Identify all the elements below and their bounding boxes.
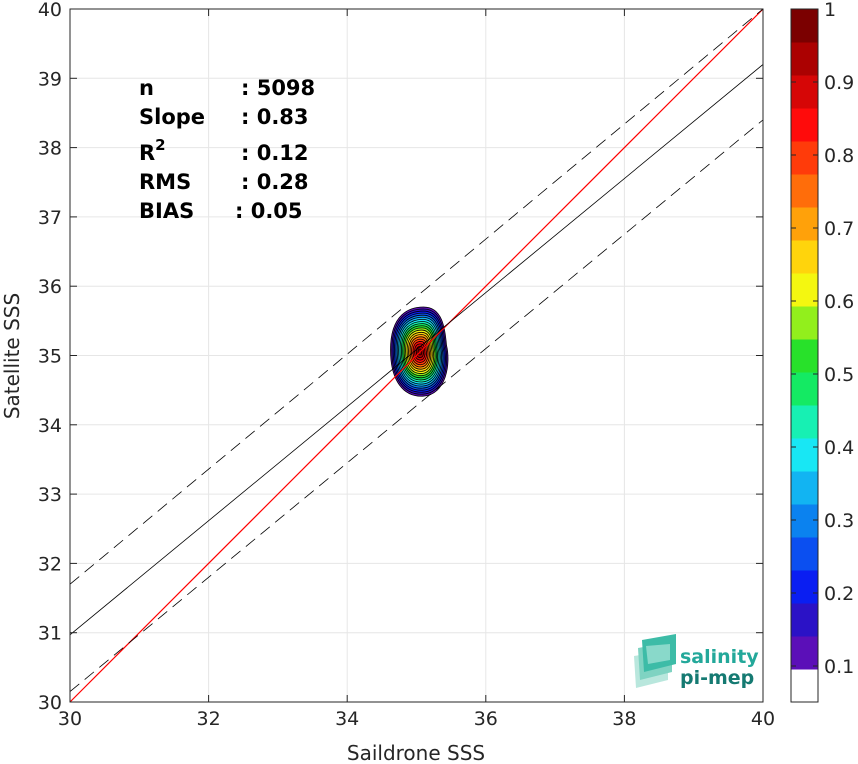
logo-text-salinity: salinity (680, 646, 759, 668)
colorbar-segment (791, 405, 818, 439)
x-tick-label: 34 (335, 708, 359, 730)
y-tick-label: 30 (38, 692, 62, 714)
x-tick-label: 30 (58, 708, 82, 730)
colorbar-segment (791, 603, 818, 637)
x-axis-ticks: 30 32 34 36 38 40 (58, 9, 775, 730)
colorbar-tick-label: 0.2 (824, 583, 854, 605)
y-tick-label: 31 (38, 623, 62, 645)
y-tick-label: 35 (38, 346, 62, 368)
stat-label: Slope (139, 105, 205, 129)
density-contours (390, 306, 449, 397)
colorbar-segment (791, 339, 818, 373)
colorbar-tick-label: 0.9 (824, 72, 854, 94)
colorbar-tick-label: 0.5 (824, 364, 854, 386)
logo-text-pimep: pi-mep (680, 667, 754, 689)
colorbar-tick-label: 1 (824, 0, 836, 21)
rms-bound-line (69, 119, 764, 692)
colorbar-tick-label: 0.3 (824, 510, 854, 532)
colorbar-segment (791, 108, 818, 142)
salinity-pimep-logo: salinity pi-mep (634, 634, 759, 689)
x-tick-label: 40 (751, 708, 775, 730)
x-tick-label: 36 (474, 708, 498, 730)
colorbar-tick-label: 0.1 (824, 656, 854, 678)
stat-value: : 0.83 (241, 105, 309, 129)
stat-value: : 0.12 (241, 141, 309, 165)
colorbar-segment (791, 141, 818, 175)
colorbar: 0.1 0.2 0.3 0.4 0.5 0.6 0.7 0.8 0.9 1 (790, 0, 854, 703)
stat-superscript: 2 (155, 136, 165, 154)
colorbar-segment (791, 42, 818, 76)
y-axis-ticks: 30 31 32 33 34 35 36 37 38 39 40 (38, 0, 763, 714)
colorbar-segment (791, 9, 818, 43)
y-tick-label: 39 (38, 68, 62, 90)
colorbar-segment (791, 207, 818, 241)
y-tick-label: 32 (38, 553, 62, 575)
wave-logo-icon (634, 634, 676, 688)
colorbar-segment (791, 240, 818, 274)
colorbar-segment (791, 75, 818, 109)
x-tick-label: 38 (612, 708, 636, 730)
rms-bound-line (69, 8, 764, 585)
colorbar-segment (791, 471, 818, 505)
colorbar-border (790, 8, 819, 703)
stat-value: : 0.28 (241, 170, 309, 194)
stat-value: : 0.05 (235, 199, 303, 223)
y-tick-label: 38 (38, 138, 62, 160)
fit-line (69, 64, 764, 636)
stat-label: n (139, 76, 154, 100)
x-tick-label: 32 (197, 708, 221, 730)
stat-value: : 5098 (241, 76, 315, 100)
stat-label: RMS (139, 170, 191, 194)
regression-lines (69, 8, 764, 703)
colorbar-tick-label: 0.6 (824, 291, 854, 313)
colorbar-tick-label: 0.7 (824, 218, 854, 240)
colorbar-segment (791, 438, 818, 472)
colorbar-segment (791, 372, 818, 406)
stat-label: BIAS (139, 199, 194, 223)
colorbar-segment (791, 504, 818, 538)
colorbar-segment (791, 570, 818, 604)
y-tick-label: 33 (38, 484, 62, 506)
statistics-box: n : 5098 Slope : 0.83 R2 : 0.12 RMS : 0.28 BIAS:… (139, 76, 315, 223)
y-tick-label: 36 (38, 276, 62, 298)
colorbar-segment (791, 174, 818, 208)
stat-label: R2 (139, 136, 166, 165)
y-tick-label: 40 (38, 0, 62, 21)
colorbar-segment (791, 669, 818, 703)
colorbar-tick-label: 0.8 (824, 145, 854, 167)
y-axis-label: Satellite SSS (0, 293, 24, 419)
colorbar-segment (791, 537, 818, 571)
x-axis-label: Saildrone SSS (347, 741, 485, 764)
y-tick-label: 34 (38, 415, 62, 437)
one-to-one-line (69, 8, 764, 703)
colorbar-segment (791, 306, 818, 340)
colorbar-segment (791, 636, 818, 670)
y-tick-label: 37 (38, 207, 62, 229)
colorbar-tick-label: 0.4 (824, 437, 854, 459)
